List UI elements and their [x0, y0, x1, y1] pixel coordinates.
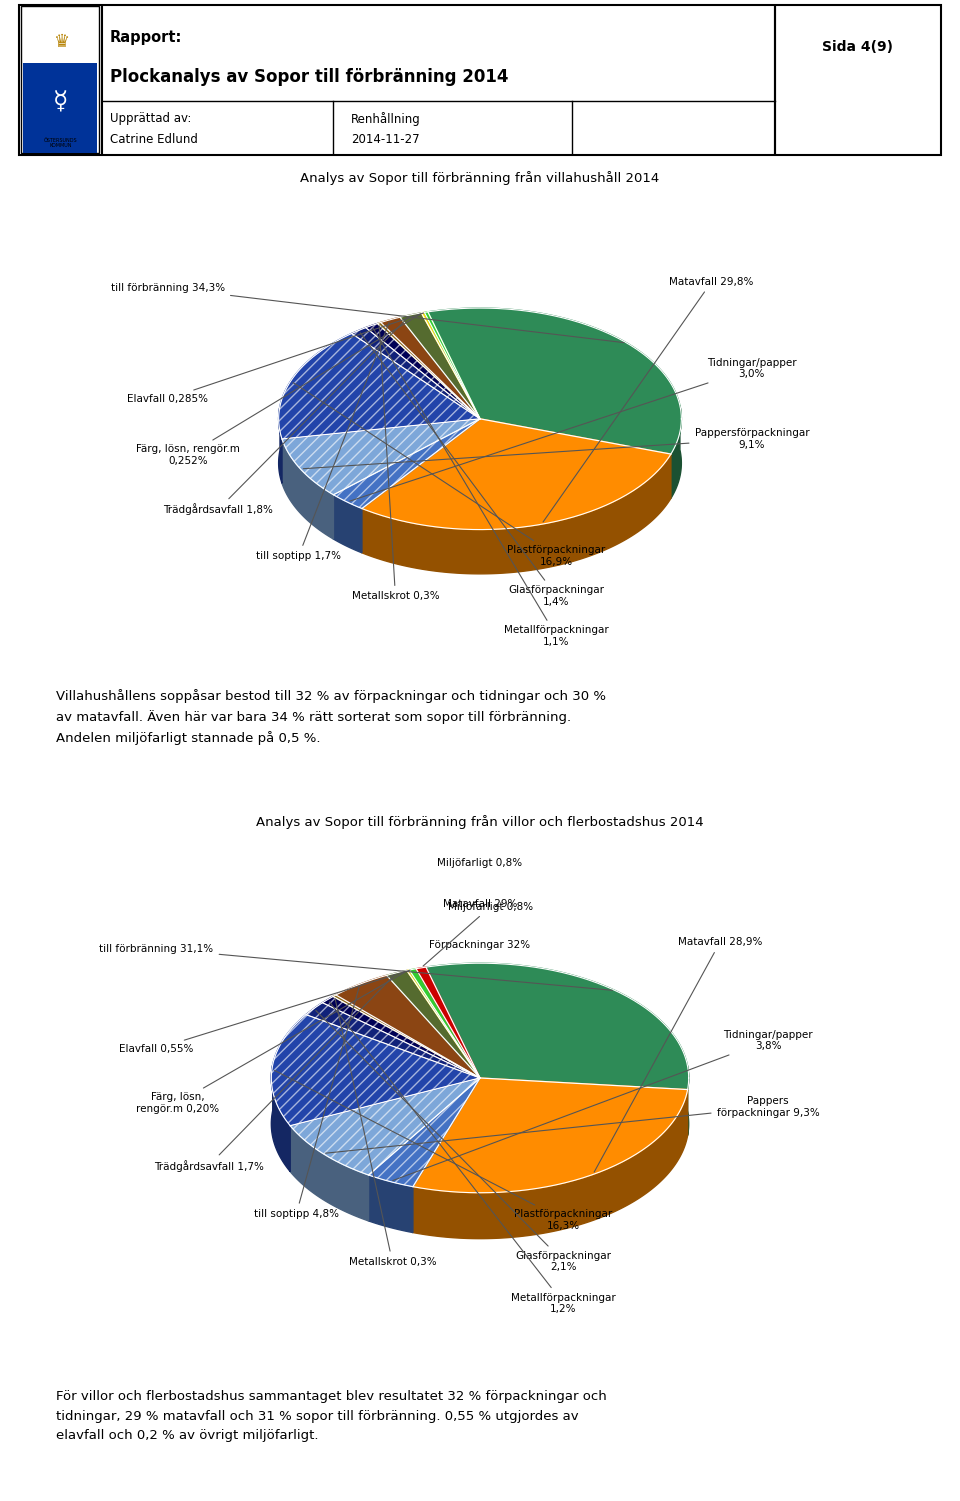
Polygon shape	[333, 495, 362, 552]
Text: Plockanalys av Sopor till förbränning 2014: Plockanalys av Sopor till förbränning 20…	[109, 68, 508, 86]
Text: Rapport:: Rapport:	[109, 30, 181, 45]
Text: Pappers
förpackningar 9,3%: Pappers förpackningar 9,3%	[325, 1096, 819, 1153]
Polygon shape	[351, 327, 480, 419]
Text: Miljöfarligt 0,8%: Miljöfarligt 0,8%	[423, 902, 533, 967]
Bar	[21, 6, 100, 153]
Text: Miljöfarligt 0,8%: Miljöfarligt 0,8%	[438, 859, 522, 868]
Polygon shape	[416, 967, 480, 1078]
Polygon shape	[278, 405, 282, 483]
Polygon shape	[400, 312, 480, 419]
Polygon shape	[272, 1015, 480, 1126]
Text: Tidningar/papper
3,0%: Tidningar/papper 3,0%	[349, 357, 797, 501]
Text: Upprättad av:: Upprättad av:	[109, 113, 191, 126]
Polygon shape	[687, 1064, 688, 1135]
Polygon shape	[290, 1126, 369, 1220]
Polygon shape	[336, 976, 480, 1078]
Text: Matavfall 29,8%: Matavfall 29,8%	[543, 276, 754, 522]
Text: Förpackningar 32%: Förpackningar 32%	[429, 940, 531, 950]
Text: Metallskrot 0,3%: Metallskrot 0,3%	[335, 998, 436, 1267]
Text: Matavfall 29%: Matavfall 29%	[443, 899, 517, 910]
Polygon shape	[377, 323, 480, 419]
Text: Pappersförpackningar
9,1%: Pappersförpackningar 9,1%	[303, 428, 809, 468]
Text: till förbränning 34,3%: till förbränning 34,3%	[110, 282, 624, 342]
Text: Matavfall 28,9%: Matavfall 28,9%	[594, 937, 762, 1172]
Polygon shape	[272, 1064, 290, 1172]
Text: 2014-11-27: 2014-11-27	[351, 134, 420, 147]
Text: Villahushållens soppåsar bestod till 32 % av förpackningar och tidningar och 30 : Villahushållens soppåsar bestod till 32 …	[56, 689, 606, 744]
Polygon shape	[413, 1078, 687, 1193]
Polygon shape	[333, 995, 480, 1078]
Polygon shape	[362, 455, 671, 573]
Polygon shape	[424, 312, 480, 419]
Polygon shape	[306, 1003, 480, 1078]
Polygon shape	[413, 1090, 687, 1238]
Polygon shape	[671, 405, 682, 498]
Text: Övrigt 6,8%: Övrigt 6,8%	[449, 982, 511, 994]
Text: För villor och flerbostadshus sammantaget blev resultatet 32 % förpackningar och: För villor och flerbostadshus sammantage…	[56, 1390, 607, 1442]
Text: ÖSTERSUNDS
KOMMUN: ÖSTERSUNDS KOMMUN	[44, 138, 78, 149]
Text: Elavfall 0,55%: Elavfall 0,55%	[119, 970, 410, 1054]
Text: Glasförpackningar
2,1%: Glasförpackningar 2,1%	[316, 1010, 612, 1273]
Polygon shape	[421, 312, 480, 419]
Text: till soptipp 1,7%: till soptipp 1,7%	[256, 323, 389, 561]
Text: Sida 4(9): Sida 4(9)	[823, 39, 894, 54]
Polygon shape	[290, 1078, 480, 1175]
Polygon shape	[407, 970, 480, 1078]
Text: till soptipp 4,8%: till soptipp 4,8%	[253, 986, 359, 1219]
Text: Metallförpackningar
1,2%: Metallförpackningar 1,2%	[329, 1001, 616, 1315]
Polygon shape	[369, 1175, 413, 1232]
Text: Renhållning: Renhållning	[351, 113, 420, 126]
Polygon shape	[381, 317, 480, 419]
Text: Elavfall 0,285%: Elavfall 0,285%	[128, 314, 423, 404]
Text: Färg, lösn, rengör.m
0,252%: Färg, lösn, rengör.m 0,252%	[136, 314, 420, 465]
Text: Plastförpackningar
16,9%: Plastförpackningar 16,9%	[293, 383, 606, 566]
Text: Plastförpackningar
16,3%: Plastförpackningar 16,3%	[275, 1070, 612, 1231]
Text: ♛: ♛	[53, 33, 69, 51]
Bar	[775, 5, 941, 155]
Polygon shape	[362, 419, 671, 530]
Text: Sopor till förbränning 31%: Sopor till förbränning 31%	[411, 1022, 549, 1033]
Polygon shape	[282, 419, 480, 495]
Polygon shape	[426, 964, 688, 1090]
Text: Tidningar/papper
3,8%: Tidningar/papper 3,8%	[393, 1030, 813, 1181]
Polygon shape	[366, 324, 480, 419]
Text: Trädgårdsavfall 1,8%: Trädgårdsavfall 1,8%	[163, 317, 409, 515]
Text: ☿: ☿	[53, 90, 68, 114]
Text: Glasförpackningar
1,4%: Glasförpackningar 1,4%	[360, 333, 605, 606]
Polygon shape	[369, 1078, 480, 1187]
Text: Metallförpackningar
1,1%: Metallförpackningar 1,1%	[372, 327, 609, 647]
Text: Catrine Edlund: Catrine Edlund	[109, 134, 198, 147]
Polygon shape	[282, 438, 333, 539]
Polygon shape	[323, 997, 480, 1078]
Bar	[23, 63, 97, 153]
Text: Analys av Sopor till förbränning från villor och flerbostadshus 2014: Analys av Sopor till förbränning från vi…	[256, 815, 704, 829]
Text: Analys av Sopor till förbränning från villahushåll 2014: Analys av Sopor till förbränning från vi…	[300, 171, 660, 185]
Polygon shape	[387, 971, 480, 1078]
Polygon shape	[278, 333, 480, 438]
Text: till förbränning 31,1%: till förbränning 31,1%	[100, 944, 612, 991]
Polygon shape	[428, 308, 682, 455]
Text: Färg, lösn,
rengör.m 0,20%: Färg, lösn, rengör.m 0,20%	[136, 971, 406, 1114]
Text: Trädgårdsavfall 1,7%: Trädgårdsavfall 1,7%	[154, 974, 395, 1172]
Polygon shape	[333, 419, 480, 509]
Text: Metallskrot 0,3%: Metallskrot 0,3%	[351, 326, 440, 600]
Polygon shape	[409, 968, 480, 1078]
